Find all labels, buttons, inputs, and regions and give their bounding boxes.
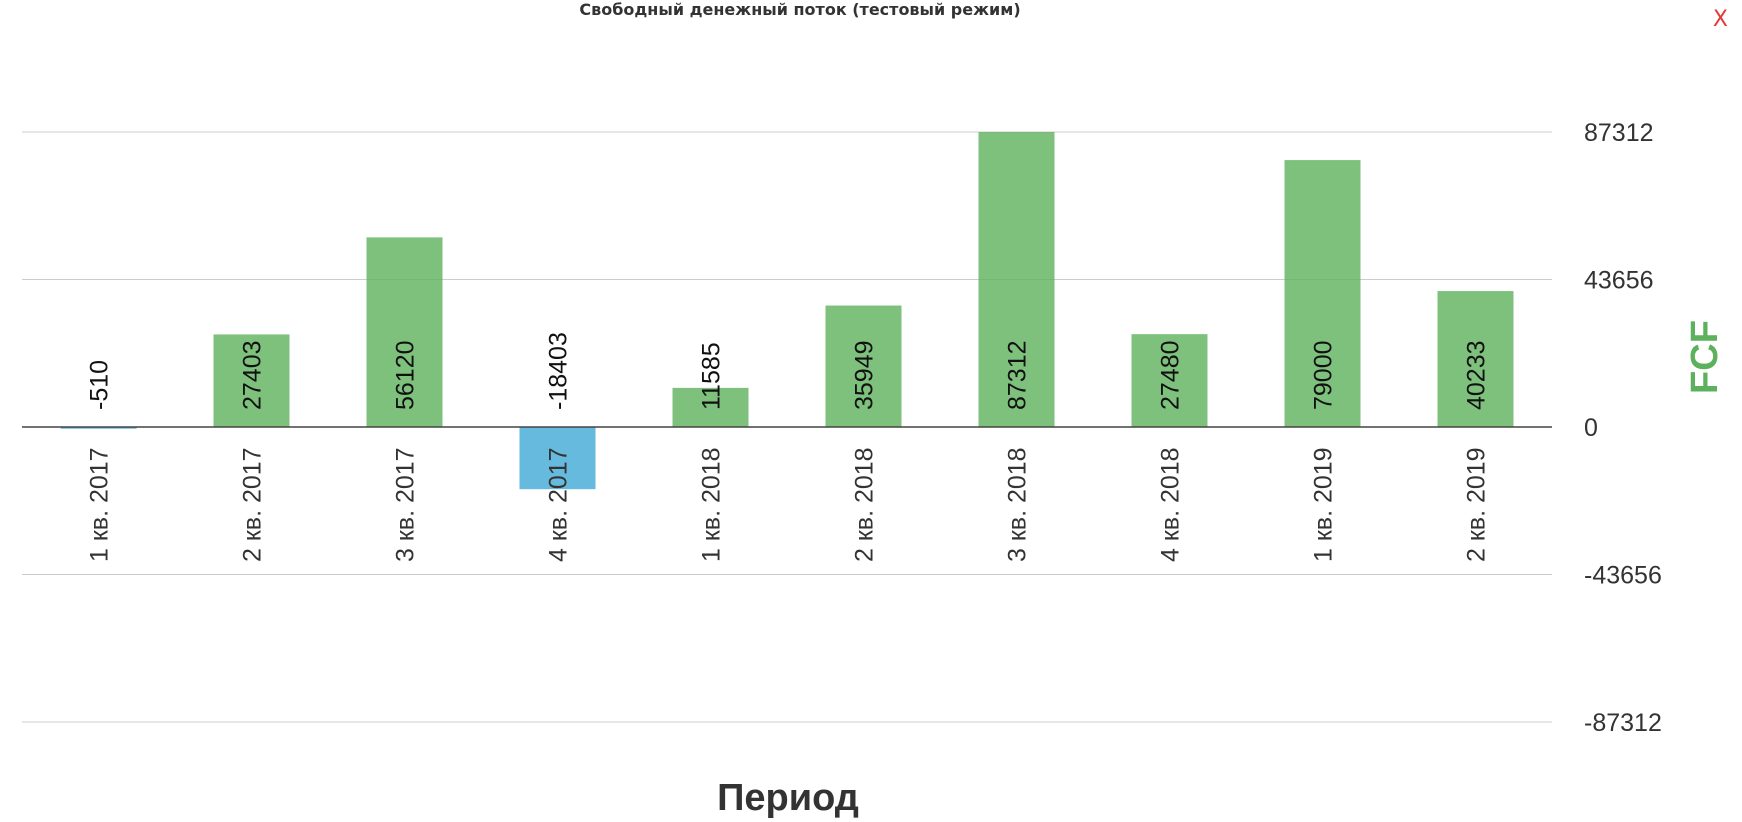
y-tick-label: -87312 (1584, 709, 1662, 737)
data-label: 35949 (851, 340, 879, 410)
y-tick-label: 43656 (1584, 267, 1654, 295)
bar[interactable] (366, 237, 443, 427)
y-tick-label: 0 (1584, 414, 1598, 442)
y-tick-label: 87312 (1584, 119, 1654, 147)
category-label: 2 кв. 2018 (851, 447, 879, 562)
data-label: 27403 (239, 340, 267, 410)
y-tick-labels: 87312 43656 0 -43656 -87312 (1584, 119, 1662, 737)
data-label: 40233 (1463, 340, 1491, 410)
category-label: 1 кв. 2018 (698, 447, 726, 562)
category-label: 3 кв. 2018 (1004, 447, 1032, 562)
bar[interactable] (213, 334, 290, 427)
y-tick-label: -43656 (1584, 562, 1662, 590)
close-icon[interactable]: X (1712, 7, 1728, 32)
bars (60, 132, 1514, 490)
y-axis-title: FCF (1684, 320, 1726, 394)
bar[interactable] (978, 132, 1055, 427)
bar[interactable] (1131, 334, 1208, 427)
category-label: 1 кв. 2017 (86, 447, 114, 562)
category-label: 2 кв. 2019 (1463, 447, 1491, 562)
data-labels: -510 27403 56120 -18403 11585 35949 87312 27480… (86, 332, 1491, 410)
data-label: 11585 (698, 342, 726, 410)
data-label: -18403 (545, 332, 573, 410)
data-label: 79000 (1310, 340, 1338, 410)
bar[interactable] (519, 427, 596, 490)
data-label: 27480 (1157, 340, 1185, 410)
data-label: -510 (86, 360, 114, 410)
category-labels: 1 кв. 2017 2 кв. 2017 3 кв. 2017 4 кв. 2017… (86, 447, 1491, 562)
data-label: 87312 (1004, 340, 1032, 410)
bar[interactable] (1284, 160, 1361, 427)
category-label: 2 кв. 2017 (239, 447, 267, 562)
bar[interactable] (60, 427, 137, 429)
x-axis-title: Период (717, 777, 859, 819)
bar[interactable] (1437, 291, 1514, 427)
category-label: 4 кв. 2017 (545, 447, 573, 562)
chart-title: Свободный денежный поток (тестовый режим… (579, 0, 1021, 19)
bar[interactable] (825, 305, 902, 427)
category-label: 3 кв. 2017 (392, 447, 420, 562)
bar[interactable] (672, 387, 749, 427)
data-label: 56120 (392, 340, 420, 410)
category-label: 1 кв. 2019 (1310, 447, 1338, 562)
category-label: 4 кв. 2018 (1157, 447, 1185, 562)
